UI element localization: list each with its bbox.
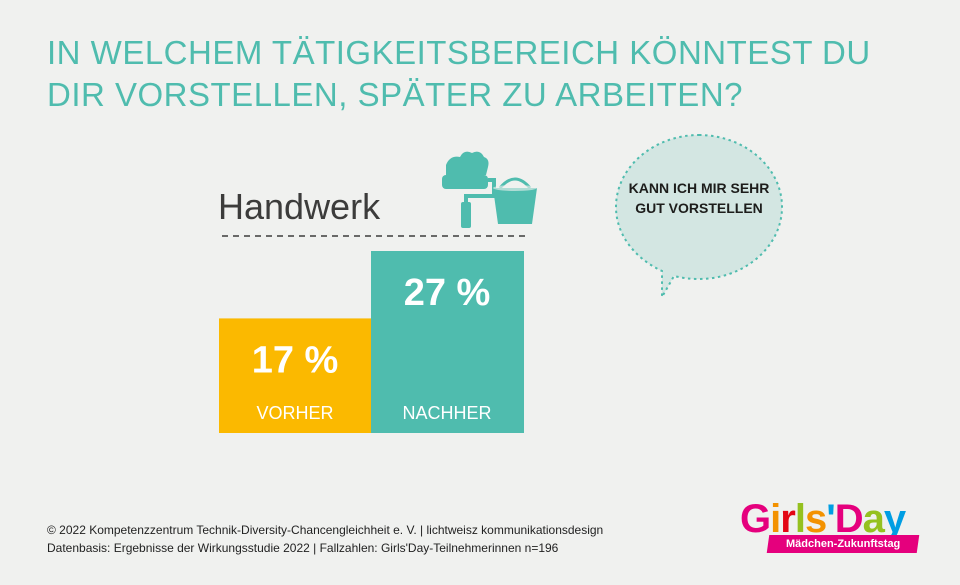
logo-letter: i xyxy=(770,497,781,541)
logo-letter: y xyxy=(883,497,906,541)
logo-tagline: Mädchen-Zukunftstag xyxy=(785,538,901,550)
logo-tagline-banner: Mädchen-Zukunftstag xyxy=(766,535,920,553)
logo-letter: s xyxy=(804,497,827,541)
paint-roller-icon xyxy=(442,151,496,228)
logo-letter: a xyxy=(862,497,885,541)
logo-letter: l xyxy=(794,497,806,541)
speech-bubble-icon xyxy=(614,133,784,301)
bar-category-label: NACHHER xyxy=(402,403,491,423)
bar-category-label: VORHER xyxy=(256,403,333,423)
bar-value-label: 27 % xyxy=(404,272,491,314)
logo-letter: D xyxy=(834,497,864,541)
data-source-text: Datenbasis: Ergebnisse der Wirkungsstudi… xyxy=(47,541,559,555)
girls-day-logo: Girls'Day Mädchen-Zukunftstag xyxy=(740,497,920,557)
logo-letter: r xyxy=(780,497,796,541)
copyright-text: © 2022 Kompetenzzentrum Technik-Diversit… xyxy=(47,523,604,537)
bar-value-label: 17 % xyxy=(252,339,339,381)
logo-letter: G xyxy=(740,497,771,541)
logo-wordmark: Girls'Day xyxy=(740,497,906,541)
bar-nachher xyxy=(371,251,524,433)
page-title: IN WELCHEM TÄTIGKEITSBEREICH KÖNNTEST DU… xyxy=(47,34,871,113)
bar-vorher xyxy=(219,318,372,433)
logo-letter: ' xyxy=(826,497,835,541)
bucket-icon xyxy=(493,177,537,224)
bubble-text: KANN ICH MIR SEHR GUT VORSTELLEN xyxy=(628,180,770,216)
bars: 17 % VORHER 27 % NACHHER xyxy=(219,251,524,433)
footer: © 2022 Kompetenzzentrum Technik-Diversit… xyxy=(47,521,603,557)
category-label: Handwerk xyxy=(218,186,381,227)
